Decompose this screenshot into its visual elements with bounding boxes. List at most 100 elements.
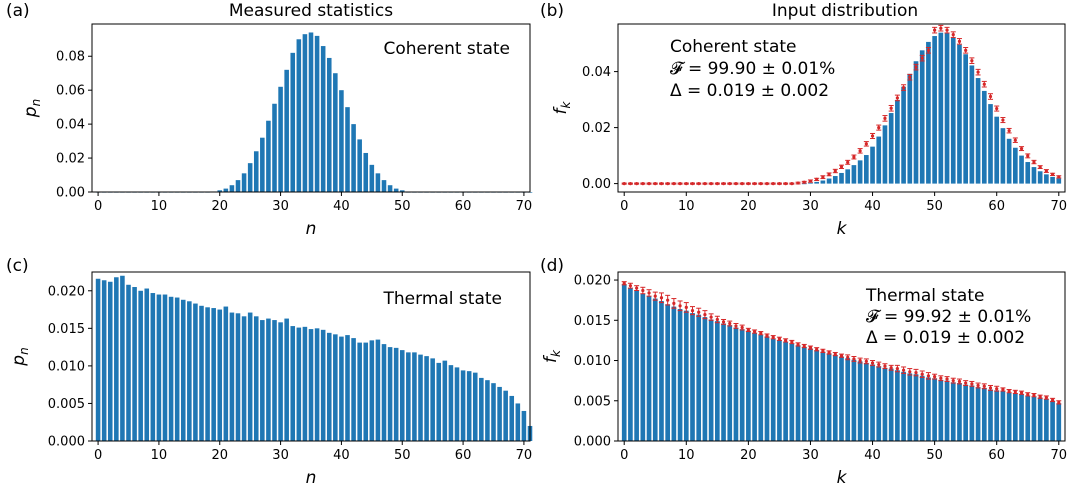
estimate-marker — [628, 284, 633, 288]
bar — [247, 163, 253, 192]
bar — [357, 342, 362, 441]
estimate-marker — [976, 70, 980, 74]
bar — [826, 178, 832, 184]
estimate-marker — [765, 333, 769, 338]
bar — [260, 320, 265, 441]
bar — [266, 120, 271, 192]
estimate-marker — [647, 291, 651, 295]
bar — [211, 308, 216, 441]
axes-frame — [617, 23, 1066, 193]
bar — [671, 306, 677, 441]
bar — [708, 319, 714, 441]
bar — [839, 356, 844, 441]
estimate-marker — [933, 375, 937, 379]
bar — [168, 296, 174, 441]
x-tick-label: 40 — [864, 199, 881, 214]
x-axis-label: k — [837, 219, 848, 239]
bar — [1031, 396, 1037, 441]
estimate-marker — [914, 65, 918, 69]
x-tick-label: 20 — [211, 199, 228, 214]
estimate-marker — [697, 310, 701, 314]
annotation: Δ = 0.019 ± 0.002 — [866, 328, 1025, 348]
bar — [832, 176, 838, 184]
bar — [975, 78, 981, 184]
estimate-marker — [957, 39, 962, 43]
bar — [266, 318, 271, 441]
estimate-marker — [647, 182, 651, 186]
bar — [479, 377, 484, 441]
bar — [399, 190, 405, 192]
bar — [247, 312, 253, 441]
estimate-marker — [926, 374, 931, 378]
estimate-marker — [808, 179, 813, 183]
estimate-marker — [740, 182, 744, 186]
bar — [764, 336, 770, 441]
bar — [308, 32, 314, 192]
estimate-marker — [1019, 147, 1024, 151]
y-tick-label: 0.04 — [582, 65, 611, 80]
estimate-marker — [1044, 395, 1048, 400]
bar — [988, 389, 993, 441]
estimate-marker — [951, 379, 955, 383]
estimate-marker — [988, 94, 993, 99]
x-axis-label: n — [306, 468, 317, 488]
bar — [320, 329, 326, 441]
bar — [1031, 167, 1037, 184]
estimate-marker — [666, 182, 670, 186]
bar — [715, 321, 720, 441]
bar — [375, 339, 381, 441]
estimate-marker — [728, 321, 732, 326]
annotation: Thermal state — [865, 286, 984, 306]
bar — [430, 358, 435, 441]
bar — [521, 410, 527, 441]
bar — [393, 347, 399, 441]
bar — [820, 351, 826, 441]
bar — [919, 375, 925, 441]
bar — [156, 294, 162, 441]
bar — [895, 370, 900, 441]
bar — [851, 359, 857, 441]
bar — [950, 37, 956, 184]
x-tick-label: 10 — [151, 448, 168, 463]
bar — [223, 306, 229, 441]
bar — [436, 362, 442, 441]
bar — [1019, 394, 1024, 441]
bar — [845, 358, 851, 441]
estimate-marker — [752, 329, 757, 334]
bar — [1050, 176, 1055, 184]
estimate-marker — [988, 386, 993, 390]
bar — [1000, 391, 1006, 441]
estimate-marker — [802, 180, 806, 184]
bar — [870, 146, 875, 184]
y-tick-label: 0.02 — [582, 121, 611, 136]
estimate-marker — [908, 370, 912, 374]
estimate-marker — [746, 328, 750, 332]
bar — [363, 152, 369, 192]
bar — [345, 107, 350, 192]
estimate-marker — [1050, 398, 1055, 402]
bar — [913, 61, 919, 184]
bar — [795, 345, 801, 441]
estimate-marker — [901, 368, 906, 372]
estimate-marker — [635, 286, 639, 290]
bar — [808, 182, 813, 184]
x-tick-label: 50 — [394, 199, 411, 214]
x-axis-label: n — [306, 219, 317, 239]
bar — [454, 367, 460, 441]
estimate-marker — [833, 169, 837, 173]
estimate-marker — [995, 387, 999, 391]
estimate-marker — [715, 317, 719, 322]
estimate-marker — [697, 182, 701, 186]
bar — [888, 368, 894, 441]
bar — [932, 36, 937, 184]
estimate-marker — [628, 182, 633, 186]
bar — [814, 181, 819, 184]
bar — [696, 314, 702, 441]
bar — [994, 116, 1000, 184]
bar — [375, 173, 381, 192]
estimate-marker — [734, 182, 738, 186]
bar — [485, 380, 490, 441]
x-tick-label: 0 — [620, 199, 628, 214]
axes-frame — [617, 271, 1066, 442]
bar — [393, 188, 399, 192]
